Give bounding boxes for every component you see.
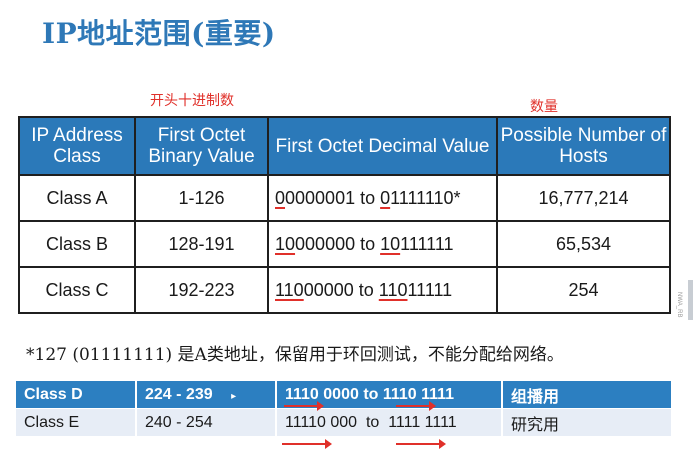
class-cell: Class D (16, 381, 137, 409)
decimal-text: 111111 (400, 233, 454, 254)
table-row: Class C 192-223 11000000 to 11011111 254 (18, 266, 671, 314)
prefix-underline: 10 (275, 233, 296, 254)
decimal-annotation: 开头十进制数 (150, 93, 234, 109)
binary-cell: 192-223 (134, 266, 269, 314)
decimal-text: 00000 to (303, 279, 379, 300)
ip-class-table: IP Address Class First Octet Binary Valu… (18, 116, 671, 314)
decimal-cell: 11000000 to 11011111 (267, 266, 498, 314)
page-title: IP地址范围(重要) (42, 17, 276, 50)
prefix-underline: 110 (275, 279, 304, 300)
table-row: Class E 240 - 254 11110 000 to 1111 1111… (16, 408, 673, 436)
range-text: 224 - 239 (145, 385, 213, 403)
table-row: Class A 1-126 00000001 to 01111110* 16,7… (18, 174, 671, 222)
range-cell: 224 - 239 ▸ (136, 381, 277, 409)
header-decimal-label: First Octet Decimal Value (275, 135, 490, 157)
decimal-text: 0000001 to (285, 187, 381, 208)
scroll-edge (688, 280, 693, 320)
header-hosts-label: Possible Number of Hosts (500, 125, 667, 167)
prefix-underline: 0 (380, 187, 391, 208)
arrow-icon (284, 401, 324, 411)
decimal-text: 1111110* (390, 187, 461, 208)
binary-cell: 11110 000 to 1111 1111 (276, 408, 503, 436)
cursor-marker: ▸ (231, 390, 237, 402)
use-cell: 研究用 (502, 408, 673, 436)
binary-cell: 128-191 (134, 220, 269, 268)
binary-cell: 1-126 (134, 174, 269, 222)
decimal-cell: 00000001 to 01111110* (267, 174, 498, 222)
class-cell: Class B (18, 220, 136, 268)
arrow-icon (396, 439, 446, 449)
class-cell: Class A (18, 174, 136, 222)
header-binary-label: First Octet Binary Value (148, 125, 255, 167)
arrow-icon (396, 401, 436, 411)
header-hosts: Possible Number of Hosts (496, 116, 671, 176)
prefix-underline: 10 (380, 233, 401, 254)
hosts-cell: 254 (496, 266, 671, 314)
header-binary: First Octet Binary Value (134, 116, 269, 176)
decimal-cell: 10000000 to 10111111 (267, 220, 498, 268)
header-class-label: IP Address Class (31, 125, 123, 167)
hosts-cell: 65,534 (496, 220, 671, 268)
header-decimal: First Octet Decimal Value (267, 116, 498, 176)
class-de-table: Class D 224 - 239 ▸ 1110 0000 to 1110 11… (16, 381, 673, 436)
arrow-icon (282, 439, 332, 449)
loopback-note: *127 (01111111) 是A类地址，保留用于环回测试，不能分配给网络。 (26, 345, 564, 365)
binary-cell: 1110 0000 to 1110 1111 (276, 381, 503, 409)
use-cell: 组播用 (502, 381, 673, 409)
hosts-cell: 16,777,214 (496, 174, 671, 222)
decimal-text: 11111 (407, 279, 453, 300)
range-cell: 240 - 254 (136, 408, 277, 436)
prefix-underline: 110 (378, 279, 408, 300)
class-cell: Class E (16, 408, 137, 436)
prefix-underline: 0 (275, 187, 286, 208)
class-cell: Class C (18, 266, 136, 314)
count-annotation: 数量 (530, 99, 558, 115)
table-row: Class D 224 - 239 ▸ 1110 0000 to 1110 11… (16, 381, 673, 409)
table-header-row: IP Address Class First Octet Binary Valu… (18, 116, 671, 176)
header-class: IP Address Class (18, 116, 136, 176)
table-row: Class B 128-191 10000000 to 10111111 65,… (18, 220, 671, 268)
watermark: NWA_RB (676, 292, 682, 318)
decimal-text: 000000 to (295, 233, 381, 254)
